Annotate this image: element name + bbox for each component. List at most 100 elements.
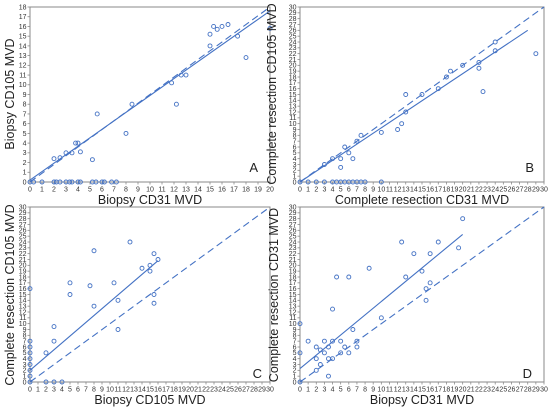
x-tick-label: 6 [347,387,351,394]
x-tick-label: 19 [451,187,459,194]
data-point [378,315,384,321]
y-tick-label: 2 [23,368,27,375]
y-tick-label: 7 [23,111,27,118]
x-tick-label: 17 [434,387,442,394]
y-tick-label: 11 [289,315,296,322]
y-tick-label: 14 [289,98,297,105]
y-tick-label: 1 [293,174,297,181]
y-tick-label: 3 [293,162,297,169]
y-tick-label: 0 [23,179,27,186]
panel-d-fit-line [299,233,464,370]
x-tick-label: 29 [532,187,540,194]
y-tick-label: 25 [289,34,297,41]
x-tick-label: 13 [182,187,190,194]
x-tick-label: 9 [136,187,140,194]
x-tick-label: 1 [306,187,310,194]
x-tick-label: 2 [52,187,56,194]
x-tick-label: 20 [186,387,194,394]
data-point [67,280,73,286]
y-tick-label: 15 [289,92,297,99]
x-tick-label: 0 [28,387,32,394]
data-point [297,321,303,327]
panel-a-x-axis-label: Biopsy CD31 MVD [98,193,202,207]
data-point [338,338,344,344]
x-tick-label: 23 [483,187,491,194]
panel-a-tag: A [249,160,258,175]
identity-line [29,206,271,383]
x-tick-label: 0 [298,387,302,394]
data-point [338,156,344,162]
panel-a-ticks: 0 1 2 3 4 5 6 7 8 9 10 11 12 13 14 15 16 17 18 19 2001234567… [19,4,274,193]
x-tick-label: 27 [516,187,524,194]
x-tick-label: 14 [410,387,418,394]
y-tick-label: 7 [293,339,297,346]
x-tick-label: 2 [314,387,318,394]
y-tick-label: 29 [289,210,297,217]
data-point [403,92,409,97]
data-point [330,338,335,344]
x-tick-label: 1 [306,387,310,394]
y-tick-label: 25 [19,234,27,241]
data-point [317,347,323,353]
y-tick-label: 26 [289,228,297,235]
panel-c-x-axis-label: Biopsy CD105 MVD [94,393,205,407]
data-point [151,300,157,306]
y-tick-label: 16 [289,86,297,93]
data-point [317,362,323,367]
x-tick-label: 10 [146,187,154,194]
x-tick-label: 26 [234,387,242,394]
panel-d-x-axis-label: Biopsy CD31 MVD [370,393,474,407]
data-point [169,80,175,86]
x-tick-label: 4 [60,387,64,394]
y-tick-label: 21 [19,257,27,264]
panel-c-ticks: 0 1 2 3 4 5 6 7 8 9 10 11 12 13 14 15 16 17 18 19 20 21 22 23 24… [19,204,274,393]
data-point [354,344,360,350]
data-point [151,292,157,297]
data-point [27,286,33,292]
x-tick-label: 28 [524,187,532,194]
data-point [101,179,107,185]
data-point [403,109,409,115]
data-point [173,101,179,107]
panel-c-tag: C [253,366,262,381]
x-tick-label: 7 [112,187,116,194]
data-point [411,251,417,257]
data-point [75,140,81,146]
x-tick-label: 17 [230,187,238,194]
x-tick-label: 10 [377,387,385,394]
data-point [91,248,97,254]
y-tick-label: 0 [293,379,297,386]
x-tick-label: 27 [242,387,250,394]
x-tick-label: 5 [88,187,92,194]
x-tick-label: 6 [100,187,104,194]
x-tick-label: 9 [100,387,104,394]
x-tick-label: 28 [524,387,532,394]
y-tick-label: 30 [289,204,297,211]
x-tick-label: 30 [540,387,548,394]
data-point [127,239,133,245]
data-point [366,265,372,271]
x-tick-label: 7 [84,387,88,394]
data-point [460,216,466,222]
data-point [27,350,33,356]
data-point [338,164,344,170]
data-point [27,379,33,385]
data-point [51,379,57,385]
data-point [321,350,327,356]
x-tick-label: 1 [40,187,44,194]
y-tick-label: 29 [19,210,27,217]
y-tick-label: 9 [23,92,27,99]
panel-b-points [297,39,539,185]
data-point [178,72,184,78]
x-tick-label: 12 [394,387,402,394]
x-tick-label: 13 [402,187,410,194]
data-point [207,31,213,37]
x-tick-label: 11 [386,187,393,194]
data-point [330,356,335,362]
x-tick-label: 26 [508,187,516,194]
y-tick-label: 3 [293,362,297,369]
x-tick-label: 12 [170,187,178,194]
data-point [147,262,153,268]
panel-a-y-axis-label: Biopsy CD105 MVD [3,38,17,149]
data-point [492,39,498,45]
